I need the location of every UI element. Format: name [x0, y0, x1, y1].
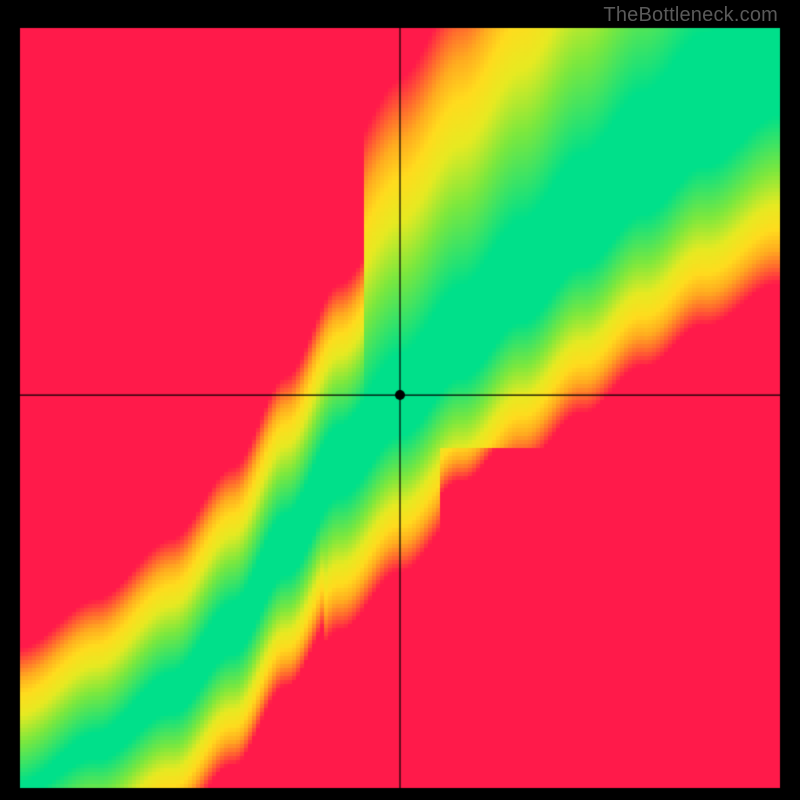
chart-container: TheBottleneck.com — [0, 0, 800, 800]
watermark-text: TheBottleneck.com — [603, 4, 778, 27]
bottleneck-heatmap — [0, 0, 800, 800]
